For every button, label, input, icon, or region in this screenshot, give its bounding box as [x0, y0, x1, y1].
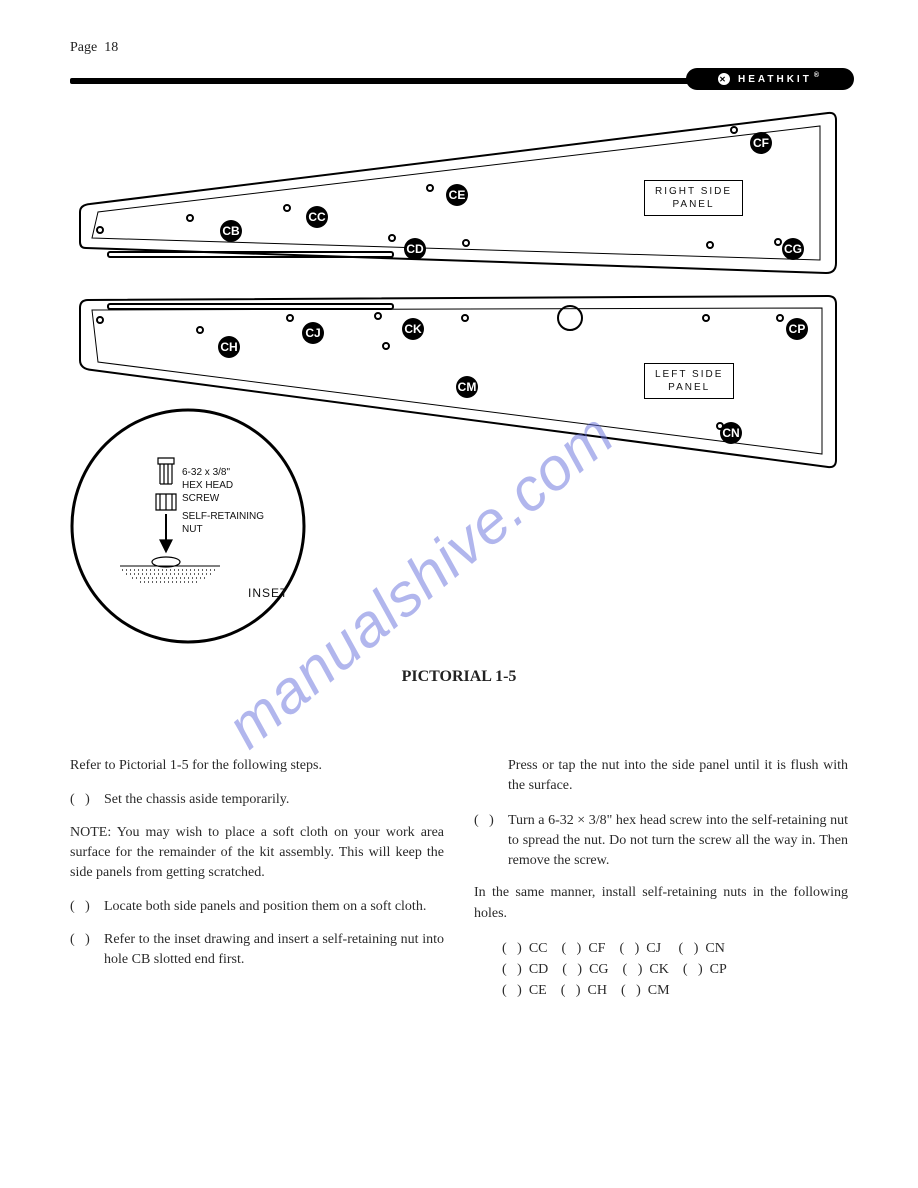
hole-row-2: ( ) CD ( ) CG ( ) CK ( ) CP	[502, 959, 848, 980]
inset-nut-l2: NUT	[182, 524, 203, 535]
step-1: ( ) Set the chassis aside temporarily.	[70, 790, 444, 810]
note-text: NOTE: You may wish to place a soft cloth…	[70, 823, 444, 884]
hole-row-1: ( ) CC ( ) CF ( ) CJ ( ) CN	[502, 938, 848, 959]
left-panel-line2: PANEL	[668, 382, 710, 393]
checkbox-paren: ( )	[474, 811, 508, 872]
step-2-text: Locate both side panels and position the…	[104, 897, 444, 917]
right-side-panel-label: RIGHT SIDE PANEL	[644, 180, 743, 216]
page-number: Page 18	[70, 40, 848, 56]
checkbox-paren: ( )	[70, 930, 104, 971]
inset-screw-l1: 6-32 x 3/8"	[182, 467, 230, 478]
left-column: Refer to Pictorial 1-5 for the following…	[70, 756, 444, 1001]
intro-text: Refer to Pictorial 1-5 for the following…	[70, 756, 444, 776]
inset-screw-l2: HEX HEAD	[182, 480, 233, 491]
header-rule: ✕ HEATHKIT ®	[70, 70, 848, 92]
right-column: Press or tap the nut into the side panel…	[474, 756, 848, 1001]
callout-cm: CM	[456, 376, 478, 398]
inset-screw-text: 6-32 x 3/8" HEX HEAD SCREW	[182, 466, 233, 505]
callout-ch: CH	[218, 336, 240, 358]
hole-row-3: ( ) CE ( ) CH ( ) CM	[502, 980, 848, 1001]
step-1-text: Set the chassis aside temporarily.	[104, 790, 444, 810]
checkbox-paren: ( )	[70, 790, 104, 810]
callout-cn: CN	[720, 422, 742, 444]
callout-cg: CG	[782, 238, 804, 260]
pictorial-diagram: RIGHT SIDE PANEL LEFT SIDE PANEL CF CE C…	[70, 108, 848, 668]
callout-cc: CC	[306, 206, 328, 228]
callout-cj: CJ	[302, 322, 324, 344]
instruction-columns: Refer to Pictorial 1-5 for the following…	[70, 756, 848, 1001]
checkbox-paren: ( )	[70, 897, 104, 917]
callout-cp: CP	[786, 318, 808, 340]
pictorial-title: PICTORIAL 1-5	[70, 668, 848, 686]
callout-cf: CF	[750, 132, 772, 154]
callout-ce: CE	[446, 184, 468, 206]
afterlist-text: In the same manner, install self-retaini…	[474, 883, 848, 924]
inset-nut-text: SELF-RETAINING NUT	[182, 510, 264, 536]
logo-text: HEATHKIT	[738, 74, 812, 85]
left-side-panel-label: LEFT SIDE PANEL	[644, 363, 734, 399]
callout-ck: CK	[402, 318, 424, 340]
callout-cd: CD	[404, 238, 426, 260]
heathkit-logo: ✕ HEATHKIT ®	[686, 68, 854, 90]
right-panel-line2: PANEL	[672, 199, 714, 210]
inset-screw-l3: SCREW	[182, 493, 219, 504]
left-panel-line1: LEFT SIDE	[655, 369, 723, 380]
callout-cb: CB	[220, 220, 242, 242]
right-panel-line1: RIGHT SIDE	[655, 186, 732, 197]
step-3-text: Refer to the inset drawing and insert a …	[104, 930, 444, 971]
step-4: ( ) Turn a 6-32 × 3/8" hex head screw in…	[474, 811, 848, 872]
hole-checklist: ( ) CC ( ) CF ( ) CJ ( ) CN ( ) CD ( ) C…	[502, 938, 848, 1001]
logo-icon: ✕	[718, 73, 730, 85]
inset-nut-l1: SELF-RETAINING	[182, 511, 264, 522]
step-3: ( ) Refer to the inset drawing and inser…	[70, 930, 444, 971]
inset-label: INSET	[248, 586, 288, 600]
logo-registered: ®	[814, 72, 822, 79]
step-3-continuation: Press or tap the nut into the side panel…	[508, 756, 848, 797]
step-2: ( ) Locate both side panels and position…	[70, 897, 444, 917]
step-4-text: Turn a 6-32 × 3/8" hex head screw into t…	[508, 811, 848, 872]
